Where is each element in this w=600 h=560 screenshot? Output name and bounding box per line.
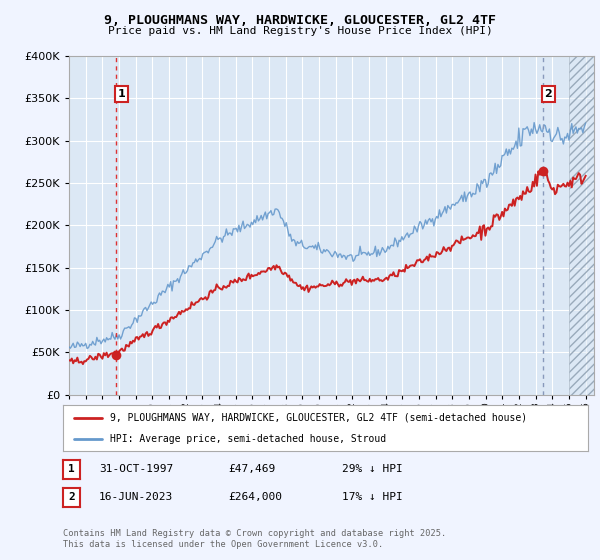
Text: Contains HM Land Registry data © Crown copyright and database right 2025.
This d: Contains HM Land Registry data © Crown c…: [63, 529, 446, 549]
Text: £47,469: £47,469: [228, 464, 275, 474]
Text: 29% ↓ HPI: 29% ↓ HPI: [342, 464, 403, 474]
Text: HPI: Average price, semi-detached house, Stroud: HPI: Average price, semi-detached house,…: [110, 435, 386, 444]
Text: 31-OCT-1997: 31-OCT-1997: [99, 464, 173, 474]
Text: 16-JUN-2023: 16-JUN-2023: [99, 492, 173, 502]
Bar: [569, 56, 596, 395]
Text: 2: 2: [544, 89, 552, 99]
Text: £264,000: £264,000: [228, 492, 282, 502]
Text: 9, PLOUGHMANS WAY, HARDWICKE, GLOUCESTER, GL2 4TF (semi-detached house): 9, PLOUGHMANS WAY, HARDWICKE, GLOUCESTER…: [110, 413, 527, 423]
Text: 17% ↓ HPI: 17% ↓ HPI: [342, 492, 403, 502]
Text: 9, PLOUGHMANS WAY, HARDWICKE, GLOUCESTER, GL2 4TF: 9, PLOUGHMANS WAY, HARDWICKE, GLOUCESTER…: [104, 14, 496, 27]
Bar: [569, 56, 596, 395]
Text: Price paid vs. HM Land Registry's House Price Index (HPI): Price paid vs. HM Land Registry's House …: [107, 26, 493, 36]
Text: 1: 1: [68, 464, 75, 474]
Text: 1: 1: [117, 89, 125, 99]
Text: 2: 2: [68, 492, 75, 502]
